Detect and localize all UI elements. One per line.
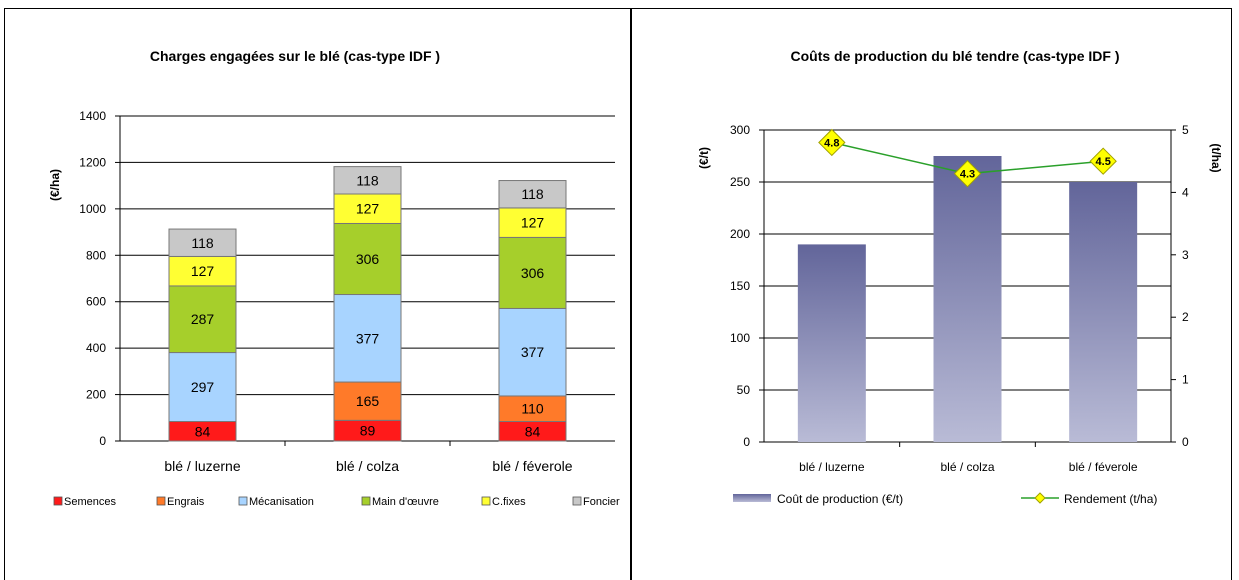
chart1-bar-segment	[168, 228, 237, 257]
chart1-legend-label: Semences	[64, 496, 116, 508]
chart2-ytick-label: 100	[730, 331, 750, 345]
chart1-legend-label: C.fixes	[492, 496, 526, 508]
chart2-y2label: (t/ha)	[1209, 143, 1223, 172]
chart2-y2tick-label: 5	[1182, 123, 1189, 137]
chart1-bar-segment	[498, 207, 567, 238]
chart2-ytick-label: 300	[730, 123, 750, 137]
chart1-data-label: 110	[521, 401, 544, 417]
chart1-data-label: 89	[360, 423, 376, 439]
chart2-y2tick-label: 2	[1182, 310, 1189, 324]
chart1-bar-segment	[498, 180, 567, 209]
chart2-category-label: blé / féverole	[1069, 460, 1138, 474]
chart2-bar	[933, 156, 1002, 442]
chart1-category-label: blé / féverole	[492, 458, 572, 474]
figure-frame	[4, 8, 1232, 580]
chart2-category-label: blé / colza	[940, 460, 994, 474]
chart2-ytick-label: 250	[730, 175, 750, 189]
chart1-legend-label: Main d'œuvre	[372, 496, 439, 508]
chart1-data-label: 127	[521, 215, 545, 231]
chart2-line-marker	[818, 128, 846, 157]
chart2-ytick-label: 0	[743, 435, 750, 449]
chart1-bar-segment	[168, 285, 237, 354]
chart2-title: Coûts de production du blé tendre (cas-t…	[790, 48, 1119, 64]
chart2-line-data-label: 4.3	[960, 169, 975, 181]
chart2-y2tick-label: 4	[1182, 185, 1189, 199]
chart2-y2tick-label: 0	[1182, 435, 1189, 449]
panel-divider	[630, 8, 632, 580]
chart1-data-label: 377	[356, 330, 380, 346]
chart1-data-label: 377	[521, 344, 545, 360]
chart2-line-data-label: 4.5	[1096, 156, 1111, 168]
chart1-legend-swatch	[238, 496, 248, 506]
chart2-ylabel: (€/t)	[697, 147, 711, 169]
chart1-ytick-label: 600	[86, 295, 106, 309]
chart1-ytick-label: 1400	[79, 109, 106, 123]
chart1-data-label: 297	[191, 379, 215, 395]
chart1-data-label: 84	[525, 423, 541, 439]
chart2-legend-swatch-marker	[1034, 492, 1046, 504]
chart1-legend-swatch	[481, 496, 491, 506]
chart1-data-label: 118	[521, 186, 544, 202]
chart1-bar-segment	[168, 352, 237, 422]
chart2-category-label: blé / luzerne	[799, 460, 865, 474]
chart1-legend-label: Mécanisation	[249, 496, 314, 508]
chart1-bar-segment	[333, 166, 402, 195]
chart1-bar-segment	[168, 255, 237, 287]
chart1-bar-segment	[498, 307, 567, 397]
chart1-legend-swatch	[53, 496, 63, 506]
chart2-line-marker	[1089, 147, 1117, 175]
chart1-data-label: 165	[356, 393, 380, 409]
chart1-legend-swatch	[361, 496, 371, 506]
chart1-ytick-label: 0	[99, 434, 106, 448]
chart2-legend-label: Rendement (t/ha)	[1064, 492, 1157, 506]
chart1-ytick-label: 1200	[79, 155, 106, 169]
chart1-data-label: 127	[191, 263, 215, 279]
chart1-ylabel: (€/ha)	[48, 169, 62, 201]
chart1-data-label: 306	[521, 265, 545, 281]
chart1-legend-swatch	[572, 496, 582, 506]
chart2-legend-label: Coût de production (€/t)	[777, 492, 903, 506]
chart1-legend-label: Engrais	[167, 496, 205, 508]
chart1-ytick-label: 200	[86, 388, 106, 402]
chart2-legend-swatch-bar	[733, 494, 771, 502]
chart1-ytick-label: 1000	[79, 202, 106, 216]
chart1-legend-swatch	[156, 496, 166, 506]
chart1-title: Charges engagées sur le blé (cas-type ID…	[150, 48, 440, 64]
chart1-category-label: blé / colza	[336, 458, 399, 474]
chart2-ytick-label: 200	[730, 227, 750, 241]
chart1-data-label: 127	[356, 201, 380, 217]
chart1-data-label: 287	[191, 311, 215, 327]
chart2-ytick-label: 50	[737, 383, 751, 397]
chart1-category-label: blé / luzerne	[164, 458, 240, 474]
chart1-legend-label: Foncier	[583, 496, 620, 508]
chart1-bar-segment	[333, 381, 402, 421]
chart1-ytick-label: 400	[86, 341, 106, 355]
chart1-ytick-label: 800	[86, 248, 106, 262]
chart2-ytick-label: 150	[730, 279, 750, 293]
chart1-data-label: 118	[191, 235, 214, 251]
chart2-y2tick-label: 3	[1182, 248, 1189, 262]
chart1-data-label: 84	[195, 423, 211, 439]
chart1-bar-segment	[333, 193, 402, 224]
chart1-data-label: 118	[356, 172, 379, 188]
chart2-bar	[1069, 182, 1138, 442]
chart2-line-marker	[953, 159, 982, 188]
chart2-y2tick-label: 1	[1182, 373, 1189, 387]
chart1-bar-segment	[498, 395, 567, 423]
chart2-bar	[797, 244, 866, 442]
chart1-data-label: 306	[356, 251, 380, 267]
chart2-line-data-label: 4.8	[824, 137, 839, 149]
chart1-bar-segment	[498, 236, 567, 309]
chart1-bar-segment	[333, 294, 402, 383]
